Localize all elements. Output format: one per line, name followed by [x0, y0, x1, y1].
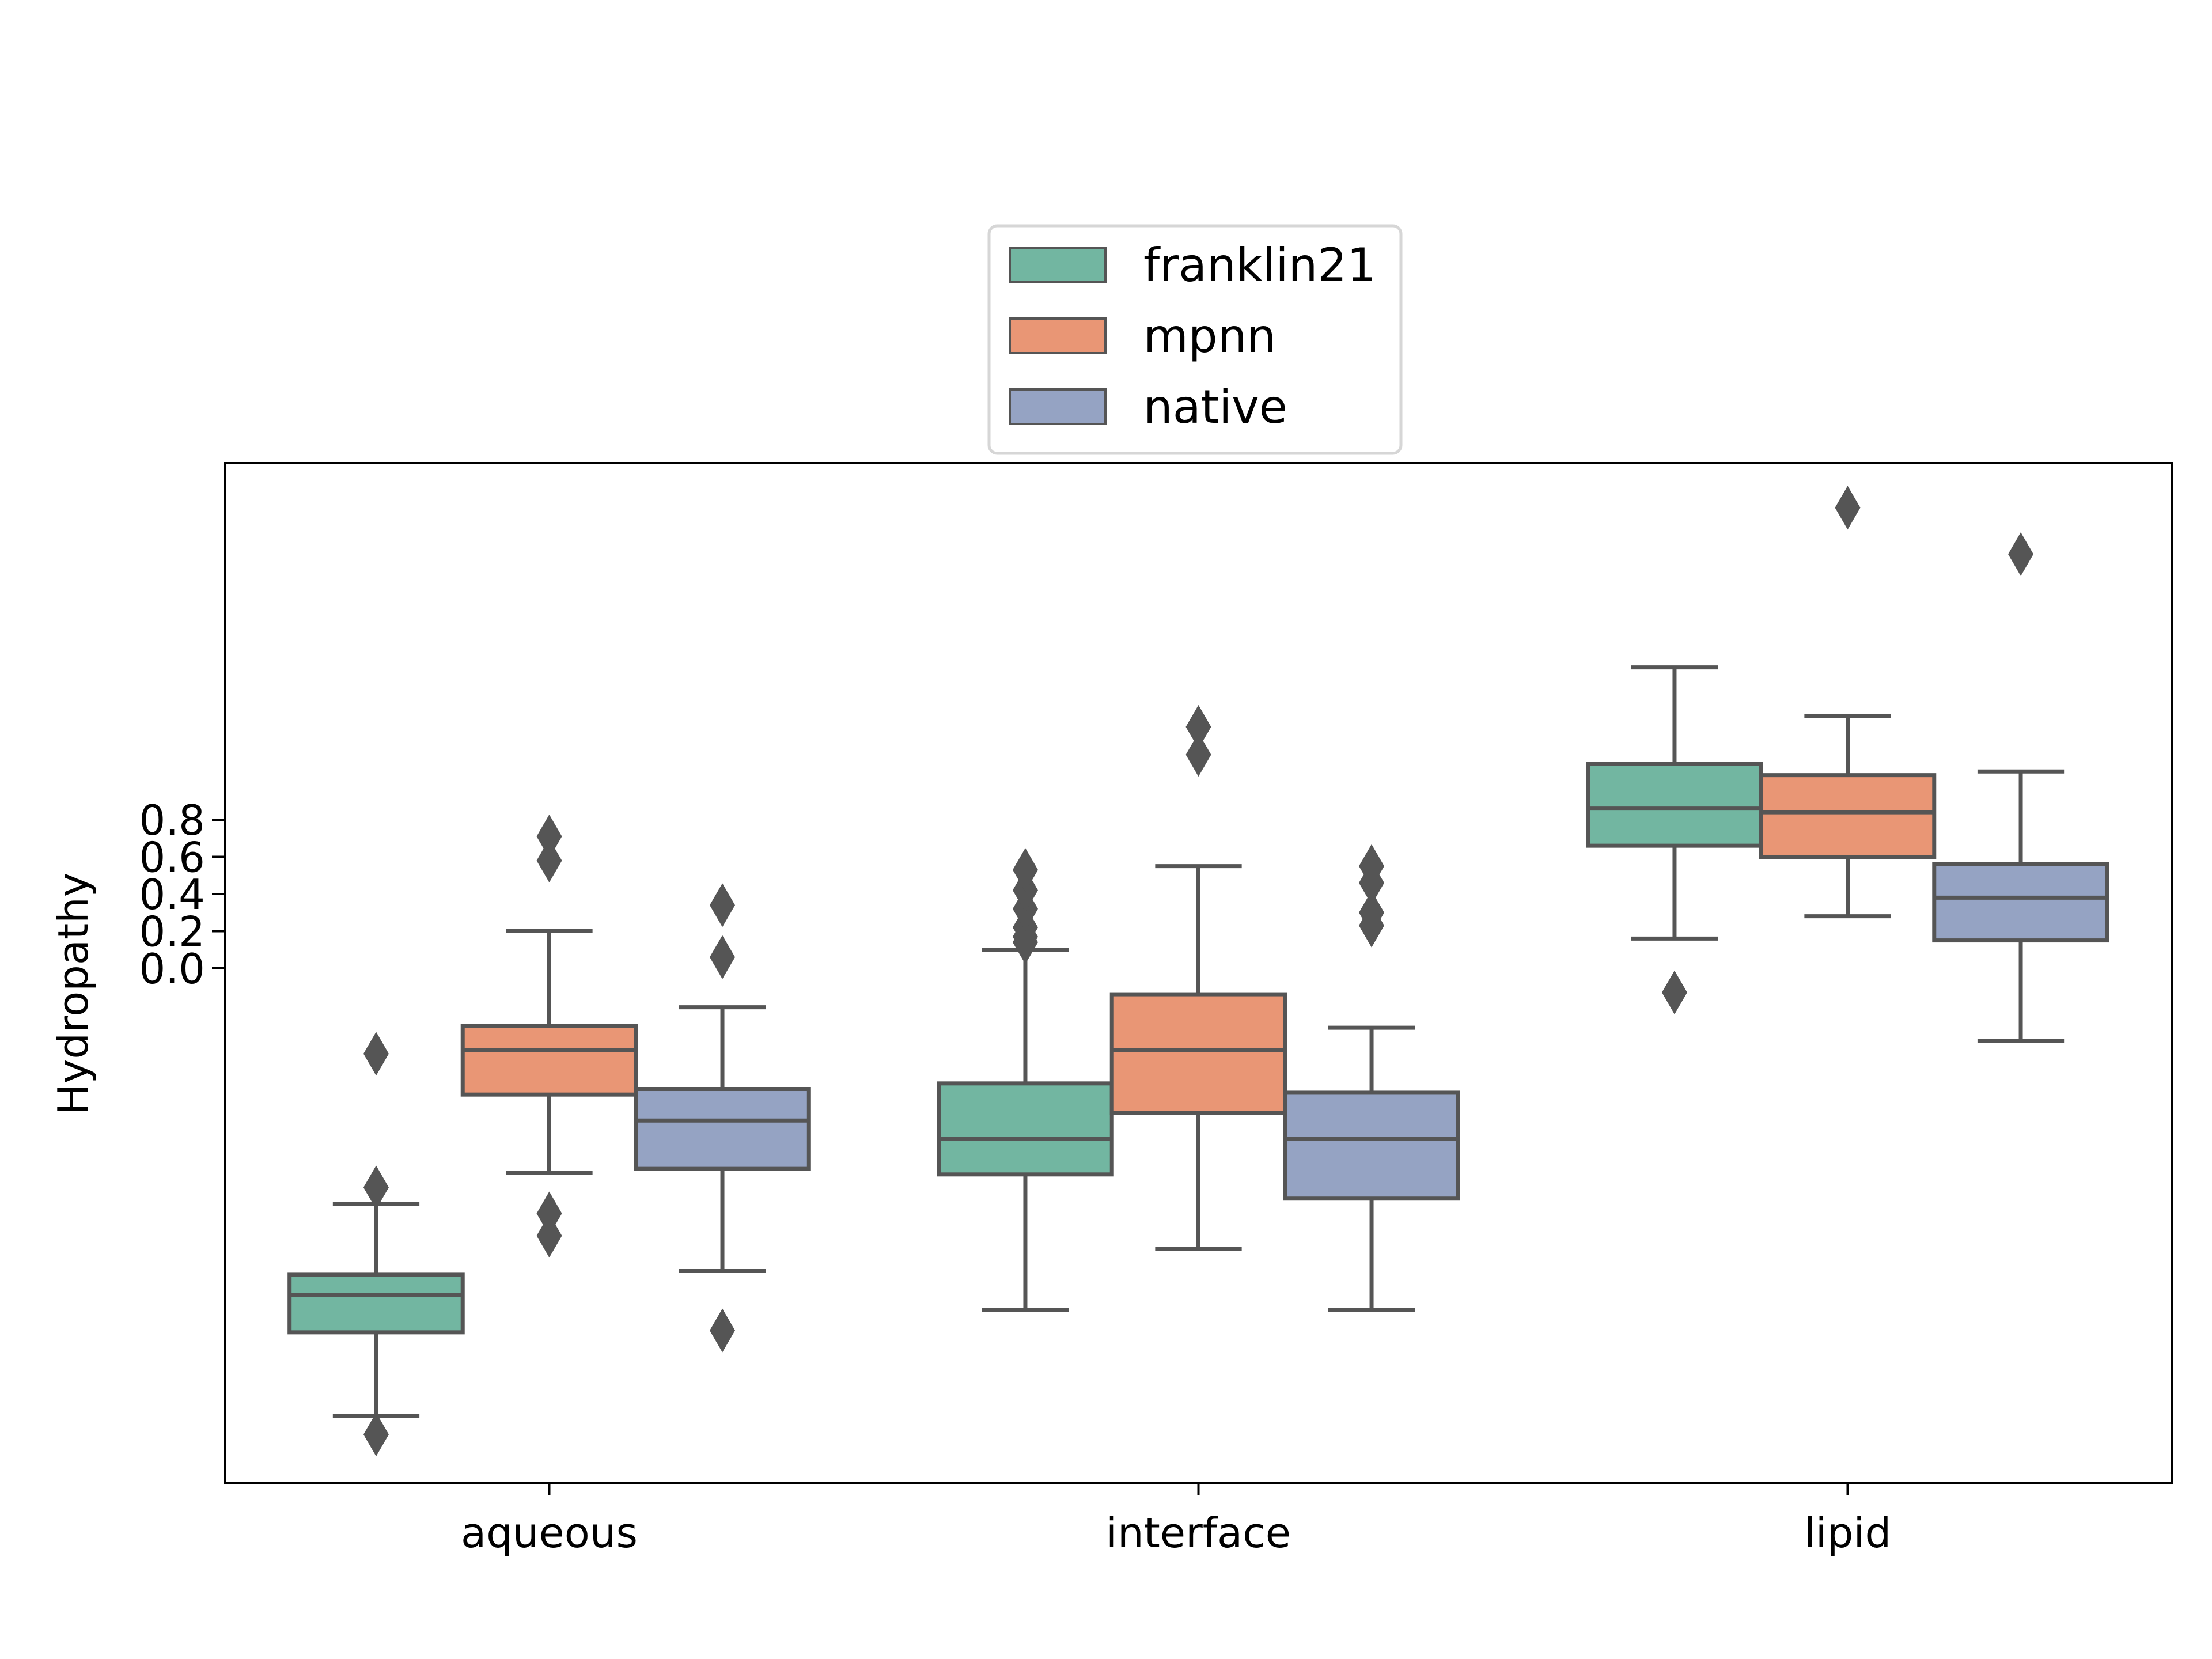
box-native-lipid	[1932, 532, 2109, 1043]
outlier-point	[1661, 970, 1687, 1014]
outlier-point	[710, 1308, 736, 1353]
box-iqr	[937, 1081, 1114, 1177]
box-iqr	[1109, 992, 1287, 1115]
legend: franklin21 mpnn native	[987, 224, 1403, 455]
box-franklin21-aqueous	[287, 1032, 465, 1457]
outlier-point	[1012, 848, 1038, 892]
box-native-aqueous	[634, 883, 811, 1353]
plot-area	[287, 486, 2109, 1457]
legend-label-franklin21: franklin21	[1143, 238, 1376, 292]
x-tick-label: interface	[1106, 1509, 1291, 1557]
outlier-point	[536, 815, 562, 859]
legend-swatch-franklin21	[1009, 247, 1107, 283]
outlier-point	[710, 883, 736, 927]
box-iqr	[287, 1272, 465, 1335]
box-native-interface	[1283, 844, 1460, 1312]
x-tick-label: aqueous	[461, 1509, 638, 1557]
legend-swatch-native	[1009, 388, 1107, 425]
y-axis-label: Hydropathy	[49, 873, 97, 1115]
outlier-point	[363, 1165, 389, 1210]
box-mpnn-aqueous	[460, 815, 638, 1258]
legend-label-native: native	[1143, 380, 1287, 434]
outlier-point	[1835, 486, 1861, 530]
box-iqr	[1283, 1090, 1460, 1201]
y-tick-label: 0.6	[139, 833, 205, 881]
box-iqr	[1932, 862, 2109, 943]
outlier-point	[536, 1214, 562, 1258]
outlier-point	[536, 1191, 562, 1236]
outlier-point	[710, 935, 736, 979]
box-iqr	[634, 1087, 811, 1171]
outlier-point	[1185, 733, 1211, 777]
x-tick-label: lipid	[1804, 1509, 1891, 1557]
outlier-point	[1359, 844, 1385, 888]
outlier-point	[363, 1032, 389, 1076]
box-franklin21-interface	[937, 848, 1114, 1312]
outlier-point	[363, 1412, 389, 1457]
outlier-point	[2008, 532, 2034, 576]
outlier-point	[536, 838, 562, 882]
box-mpnn-interface	[1109, 704, 1287, 1251]
legend-label-mpnn: mpnn	[1143, 309, 1276, 363]
box-iqr	[1586, 762, 1763, 848]
box-iqr	[460, 1024, 638, 1097]
y-tick-label: 0.2	[139, 907, 205, 956]
y-axis: 0.00.20.40.60.8	[139, 796, 225, 993]
y-tick-label: 0.4	[139, 870, 205, 919]
legend-swatch-mpnn	[1009, 317, 1107, 354]
box-mpnn-lipid	[1759, 486, 1937, 919]
y-tick-label: 0.8	[139, 796, 205, 844]
x-axis: aqueous interface lipid	[461, 1483, 1891, 1557]
outlier-point	[1185, 704, 1211, 749]
box-franklin21-lipid	[1586, 665, 1763, 1014]
box-iqr	[1759, 773, 1937, 859]
outlier-point	[1359, 891, 1385, 935]
y-tick-label: 0.0	[139, 945, 205, 993]
